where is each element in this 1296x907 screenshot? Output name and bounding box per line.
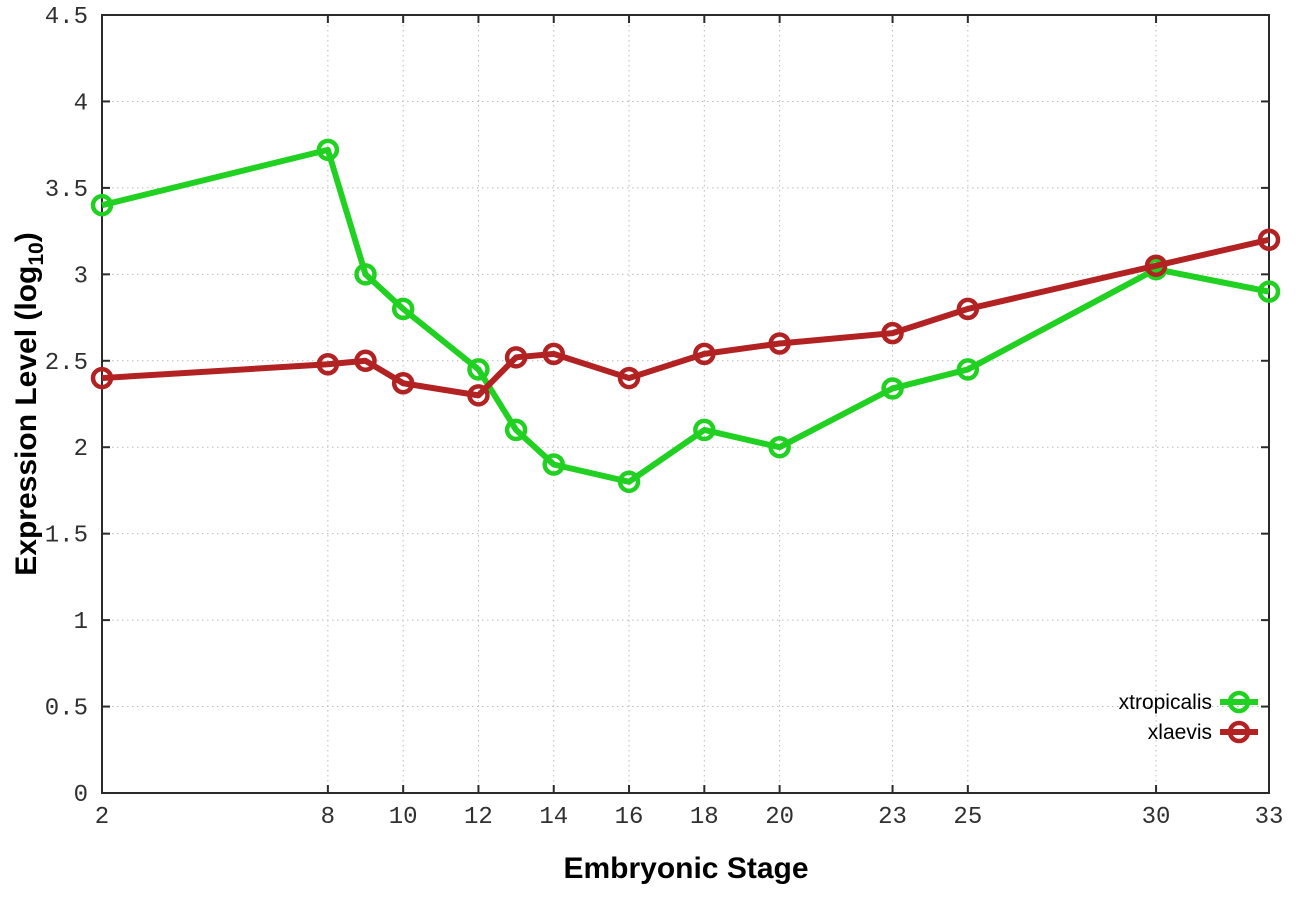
series-line-xlaevis xyxy=(101,236,1270,399)
x-tick-label: 10 xyxy=(389,804,418,831)
plot-border xyxy=(101,14,1270,794)
data-point-xlaevis xyxy=(956,297,980,321)
legend: xtropicalis xlaevis xyxy=(1119,690,1258,744)
x-tick-label: 2 xyxy=(95,804,109,831)
data-point-xlaevis xyxy=(881,321,904,345)
y-tick-label: 0.5 xyxy=(45,696,88,723)
data-point-xtropicalis xyxy=(617,470,641,494)
x-tick-label: 33 xyxy=(1255,804,1284,831)
y-tick-label: 2.5 xyxy=(45,350,88,377)
x-tick-label: 18 xyxy=(690,804,719,831)
data-point-xlaevis xyxy=(90,366,114,390)
y-tick-label: 4.5 xyxy=(45,4,88,31)
y-tick-label: 3.5 xyxy=(45,177,88,204)
legend-label-xlaevis: xlaevis xyxy=(1148,721,1212,744)
x-tick-label: 12 xyxy=(464,804,493,831)
data-point-xlaevis xyxy=(1257,228,1281,252)
y-tick-label: 3 xyxy=(74,263,88,290)
x-tick-label: 25 xyxy=(953,804,982,831)
data-point-xtropicalis xyxy=(467,358,490,381)
data-point-xtropicalis xyxy=(956,358,980,381)
data-point-xlaevis xyxy=(1144,254,1168,277)
legend-marker-icon xyxy=(1227,690,1251,714)
data-point-xtropicalis xyxy=(881,377,904,400)
data-point-xtropicalis xyxy=(1257,280,1281,303)
data-point-xlaevis xyxy=(768,332,791,355)
data-point-xtropicalis xyxy=(90,193,114,217)
data-point-xtropicalis xyxy=(316,138,340,162)
y-axis-label: Expression Level (log10) xyxy=(10,232,48,575)
legend-label-xtropicalis: xtropicalis xyxy=(1119,691,1212,714)
data-point-xtropicalis xyxy=(693,418,716,442)
y-tick-label: 1 xyxy=(74,609,88,636)
y-tick-label: 4 xyxy=(74,90,88,117)
data-point-xlaevis xyxy=(391,372,415,395)
y-tick-label: 1.5 xyxy=(45,523,88,550)
data-point-xtropicalis xyxy=(768,435,791,459)
y-tick-label: 2 xyxy=(74,436,88,463)
x-tick-label: 14 xyxy=(539,804,568,831)
data-point-xlaevis xyxy=(617,366,641,390)
data-point-xlaevis xyxy=(542,342,565,366)
data-point-xlaevis xyxy=(504,346,528,369)
legend-marker-icon xyxy=(1227,720,1251,744)
x-tick-label: 8 xyxy=(321,804,335,831)
data-point-xtropicalis xyxy=(504,418,528,442)
data-point-xtropicalis xyxy=(354,263,377,286)
data-point-xlaevis xyxy=(316,352,340,376)
data-point-xtropicalis xyxy=(542,453,565,476)
data-point-xlaevis xyxy=(693,342,716,366)
data-point-xlaevis xyxy=(354,349,377,373)
x-tick-label: 20 xyxy=(765,804,794,831)
x-tick-label: 23 xyxy=(878,804,907,831)
x-tick-label: 30 xyxy=(1142,804,1171,831)
y-tick-label: 0 xyxy=(74,782,88,809)
data-point-xlaevis xyxy=(467,384,490,407)
data-point-xtropicalis xyxy=(391,297,415,321)
x-axis-label: Embryonic Stage xyxy=(563,852,808,885)
series-line-xtropicalis xyxy=(101,146,1270,485)
x-tick-label: 16 xyxy=(615,804,644,831)
